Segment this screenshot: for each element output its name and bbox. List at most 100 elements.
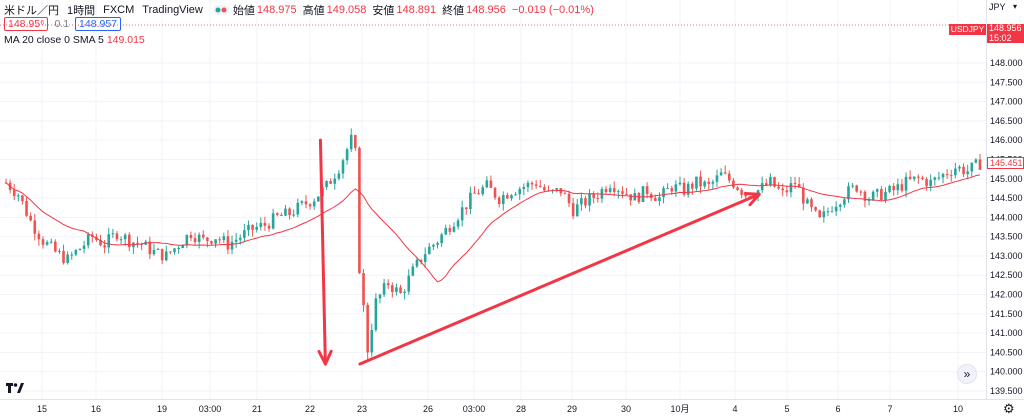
candle-body xyxy=(629,194,632,201)
price-tick-label: 144.000 xyxy=(990,212,1023,222)
candle xyxy=(501,191,505,211)
close-label: 終値 xyxy=(442,5,465,17)
candle-body xyxy=(571,203,575,217)
candle-body xyxy=(945,174,949,176)
candle xyxy=(801,183,805,211)
candle-body xyxy=(929,179,932,187)
symbol-legend[interactable]: 米ドル／円 1時間 FXCM TradingView 始値 148.975 高値… xyxy=(4,2,600,18)
candle-body xyxy=(391,285,394,292)
indicator-label[interactable]: MA 20 close 0 SMA 5 xyxy=(4,34,104,46)
sell-button[interactable]: 148.95⁶ xyxy=(4,17,49,31)
candle-body xyxy=(456,220,460,227)
time-axis[interactable]: 15 16 19 03:00 21 22 23 26 03:00 28 29 30 10月 4 5 6 7 10 xyxy=(0,399,1024,417)
indicator-legend[interactable]: MA 20 close 0 SMA 5 149.015 xyxy=(4,34,145,46)
spread-value: 0.1 xyxy=(54,18,70,30)
candle xyxy=(682,178,686,197)
candle xyxy=(530,181,534,190)
candle xyxy=(723,165,727,175)
candle xyxy=(588,189,591,212)
double-chevron-right-icon[interactable]: » xyxy=(957,364,977,384)
candle xyxy=(703,180,706,189)
candle-body xyxy=(378,294,382,299)
candle xyxy=(641,186,645,203)
candle-body xyxy=(136,242,139,244)
candle xyxy=(732,177,735,190)
candle xyxy=(127,232,131,252)
candle-body xyxy=(415,259,419,267)
candle xyxy=(933,176,937,186)
candle xyxy=(201,230,205,240)
candle-body xyxy=(797,184,801,188)
candle xyxy=(974,158,978,164)
price-tick-label: 141.000 xyxy=(990,328,1023,338)
candle-body xyxy=(41,239,45,245)
candle-body xyxy=(230,241,234,250)
market-status-dots-icon[interactable] xyxy=(212,5,229,15)
candle-body xyxy=(682,182,686,195)
gear-icon[interactable]: ⚙ xyxy=(1003,401,1015,416)
tradingview-logo[interactable] xyxy=(6,382,24,396)
candle-body xyxy=(300,201,304,203)
currency-label[interactable]: JPY xyxy=(989,2,1006,12)
candlestick-chart[interactable] xyxy=(0,0,986,399)
candle xyxy=(551,189,554,194)
candle xyxy=(497,195,501,208)
candle xyxy=(86,232,90,249)
candle-body xyxy=(197,234,201,242)
candle-body xyxy=(206,237,209,242)
candle-body xyxy=(33,220,37,234)
candle xyxy=(251,224,254,237)
candle xyxy=(691,181,694,195)
candle-body xyxy=(464,207,468,209)
candle xyxy=(284,205,287,216)
candle-body xyxy=(333,178,337,184)
candles xyxy=(4,128,982,361)
candle xyxy=(12,183,16,201)
candle-body xyxy=(304,201,308,205)
candle-body xyxy=(103,245,106,248)
candle xyxy=(612,181,616,197)
time-tick-label: 15 xyxy=(37,404,47,414)
candle-body xyxy=(962,166,965,175)
candle-body xyxy=(288,208,291,215)
candle-body xyxy=(255,226,258,230)
price-tick-label: 146.500 xyxy=(990,116,1023,126)
candle xyxy=(189,231,193,241)
candle xyxy=(70,251,74,260)
candle-body xyxy=(99,239,102,246)
candle-body xyxy=(70,254,74,256)
price-axis[interactable]: 148.000147.500147.000146.500146.000145.5… xyxy=(986,0,1024,399)
candle-body xyxy=(777,186,780,189)
candle xyxy=(337,169,341,181)
candle-body xyxy=(978,159,982,170)
candle xyxy=(247,220,250,236)
candle-body xyxy=(497,197,501,205)
buy-button[interactable]: 148.957 xyxy=(75,17,122,31)
candle-body xyxy=(617,191,620,193)
candle-body xyxy=(74,250,78,255)
candle xyxy=(469,186,472,215)
candle xyxy=(514,192,517,196)
candle xyxy=(329,178,332,185)
time-tick-label: 10 xyxy=(953,404,963,414)
candle xyxy=(345,147,349,165)
chart-pane[interactable]: 米ドル／円 1時間 FXCM TradingView 始値 148.975 高値… xyxy=(0,0,986,399)
timeframe[interactable]: 1時間 xyxy=(67,5,96,17)
candle xyxy=(197,232,201,249)
price-tick-label: 148.000 xyxy=(990,58,1023,68)
candle xyxy=(423,247,427,268)
candle xyxy=(892,183,895,196)
candle xyxy=(427,242,431,255)
candle-body xyxy=(169,251,172,253)
candle xyxy=(296,198,300,218)
symbol-name[interactable]: 米ドル／円 xyxy=(4,5,59,17)
candle-body xyxy=(514,194,517,196)
candle-body xyxy=(427,246,431,255)
candle-body xyxy=(317,196,320,202)
candle-body xyxy=(612,188,616,192)
candle xyxy=(214,239,217,248)
candle-body xyxy=(538,185,542,188)
caret-down-icon[interactable]: ▾ xyxy=(1013,2,1018,11)
candle xyxy=(534,180,538,189)
candle xyxy=(169,251,172,255)
